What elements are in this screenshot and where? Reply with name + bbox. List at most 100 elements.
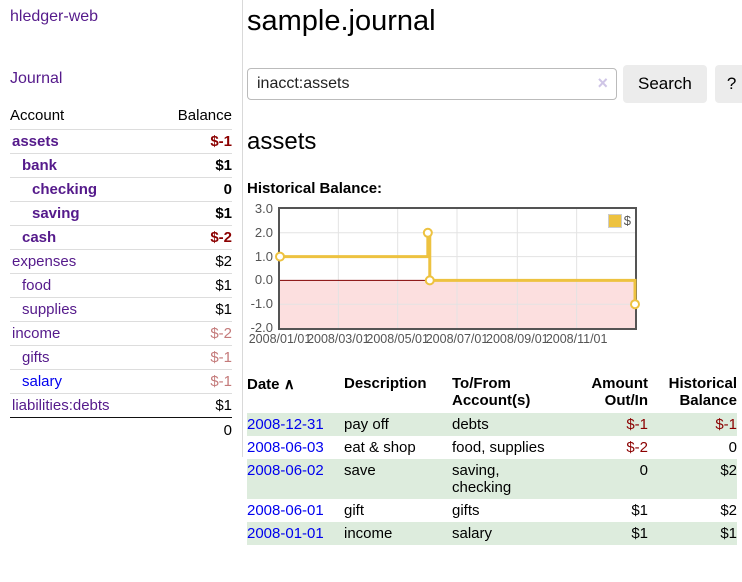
y-tick-label: -2.0	[250, 320, 273, 335]
search-button[interactable]: Search	[623, 65, 707, 103]
account-link[interactable]: assets	[12, 133, 59, 150]
x-tick-label: 2008/05/01	[366, 332, 429, 346]
register-table: Date ∧ Description To/From Account(s) Am…	[247, 373, 737, 545]
account-link[interactable]: bank	[22, 157, 58, 174]
account-row: bank $1	[10, 153, 232, 178]
register-header-row: Date ∧ Description To/From Account(s) Am…	[247, 373, 737, 413]
account-balance: $1	[215, 277, 232, 294]
sidebar: hledger-web Journal Account Balance asse…	[0, 0, 243, 457]
transaction-description: save	[344, 459, 452, 499]
transaction-date-link[interactable]: 2008-06-01	[247, 502, 324, 519]
main-content: sample.journal × Search ? assets Histori…	[247, 0, 742, 545]
account-link[interactable]: expenses	[12, 253, 77, 270]
accounts-total-value: 0	[153, 417, 232, 443]
account-link[interactable]: checking	[32, 181, 98, 198]
search-input-wrap: ×	[247, 68, 617, 100]
account-link[interactable]: income	[12, 325, 61, 342]
account-balance: $2	[215, 253, 232, 270]
x-tick-label: 2008/07/01	[425, 332, 489, 346]
y-tick-label: 2.0	[254, 224, 273, 240]
register-row: 2008-12-31 pay off debts $-1 $-1	[247, 413, 737, 436]
account-link[interactable]: food	[22, 277, 52, 294]
accounts-header-row: Account Balance	[10, 103, 232, 130]
account-balance: $-2	[210, 229, 232, 246]
register-header-description: Description	[344, 375, 427, 392]
account-row: liabilities:debts $1	[10, 393, 232, 418]
transaction-date-link[interactable]: 2008-06-03	[247, 439, 324, 456]
account-row: checking 0	[10, 177, 232, 202]
transaction-amount: $-1	[564, 413, 648, 436]
account-link[interactable]: liabilities:debts	[12, 397, 110, 414]
account-row: salary $-1	[10, 369, 232, 394]
clear-search-icon[interactable]: ×	[597, 73, 608, 93]
account-balance: 0	[223, 181, 232, 198]
sort-asc-icon: ∧	[283, 376, 295, 393]
transaction-accounts: saving, checking	[452, 459, 564, 499]
transaction-description: gift	[344, 502, 365, 519]
account-link[interactable]: cash	[22, 229, 57, 246]
transaction-amount: $-2	[626, 439, 648, 456]
search-input[interactable]	[247, 68, 617, 100]
transaction-balance: $2	[720, 502, 737, 519]
y-tick-label: 1.0	[254, 248, 273, 264]
chart-plot-area[interactable]: $	[275, 207, 640, 330]
app-brand-link[interactable]: hledger-web	[10, 8, 99, 25]
transaction-description: eat & shop	[344, 439, 416, 456]
transaction-amount: $1	[631, 502, 648, 519]
account-balance: $1	[215, 301, 232, 318]
account-balance: $-1	[210, 373, 232, 390]
register-row: 2008-01-01 income salary $1 $1	[247, 522, 737, 545]
transaction-balance: $-1	[648, 413, 737, 436]
chart-canvas	[275, 209, 640, 328]
transaction-amount: $1	[564, 522, 648, 545]
account-link[interactable]: saving	[32, 205, 80, 222]
register-header-accounts: To/From Account(s)	[452, 375, 531, 409]
accounts-header-balance: Balance	[177, 107, 232, 124]
transaction-date-link[interactable]: 2008-12-31	[247, 416, 324, 433]
y-tick-label: -1.0	[250, 296, 273, 312]
account-row: gifts $-1	[10, 345, 232, 370]
account-balance: $1	[215, 205, 232, 222]
transaction-date-link[interactable]: 2008-06-02	[247, 462, 324, 479]
legend-series-label: $	[623, 213, 631, 228]
account-row: cash $-2	[10, 225, 232, 250]
account-link[interactable]: salary	[22, 373, 63, 390]
transaction-balance: $2	[648, 459, 737, 499]
chart-title: Historical Balance:	[247, 180, 383, 197]
register-row: 2008-06-03 eat & shop food, supplies $-2…	[247, 436, 737, 459]
x-tick-label: 2008/03/01	[307, 332, 370, 346]
sidebar-nav: Journal	[10, 70, 232, 88]
legend-series-swatch	[607, 213, 622, 228]
accounts-total-row: 0	[10, 417, 232, 443]
x-tick-label: 2008/09/01	[486, 332, 549, 346]
account-row: supplies $1	[10, 297, 232, 322]
sidebar-item-journal[interactable]: Journal	[10, 70, 63, 87]
x-tick-label: 2008/11/01	[545, 332, 608, 346]
x-tick-label: 2008/01/01	[248, 332, 312, 346]
account-link[interactable]: supplies	[22, 301, 78, 318]
accounts-header-account: Account	[10, 107, 65, 124]
register-row: 2008-06-01 gift gifts $1 $2	[247, 499, 737, 522]
account-row: saving $1	[10, 201, 232, 226]
help-button[interactable]: ?	[714, 65, 742, 103]
transaction-accounts: debts	[452, 413, 564, 436]
transaction-balance: 0	[728, 439, 737, 456]
account-link[interactable]: gifts	[22, 349, 50, 366]
register-header-balance: Historical Balance	[668, 375, 737, 409]
account-row: expenses $2	[10, 249, 232, 274]
account-balance: $-1	[210, 349, 232, 366]
account-row: income $-2	[10, 321, 232, 346]
y-tick-label: 0.0	[254, 272, 273, 288]
register-row: 2008-06-02 save saving, checking 0 $2	[247, 459, 737, 499]
register-header-date[interactable]: Date ∧	[247, 376, 295, 393]
transaction-balance: $1	[648, 522, 737, 545]
account-balance: $-2	[210, 325, 232, 342]
account-balance: $1	[215, 157, 232, 174]
historical-balance-chart: 3.0 2.0 1.0 0.0 -1.0 -2.0 $ 2008/01/01 2008/03…	[247, 201, 737, 355]
accounts-table: Account Balance assets $-1 bank $1 check…	[10, 103, 232, 443]
transaction-date-link[interactable]: 2008-01-01	[247, 525, 324, 542]
transaction-accounts: gifts	[452, 502, 480, 519]
account-row: assets $-1	[10, 129, 232, 154]
transaction-accounts: salary	[452, 522, 564, 545]
account-balance: $-1	[210, 133, 232, 150]
